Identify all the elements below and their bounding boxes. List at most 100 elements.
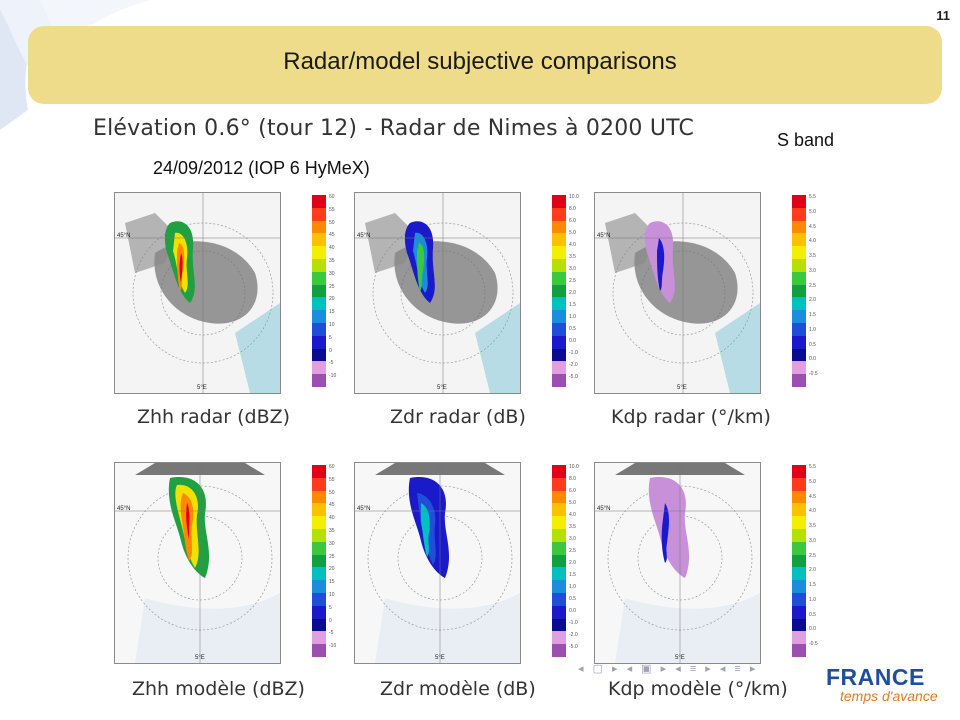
scale-cell (312, 541, 326, 555)
scale-tick-label: -5.0 (569, 644, 578, 650)
lat-label: 45°N (117, 233, 130, 239)
lat-label: 45°N (597, 233, 610, 239)
scale-cell (792, 310, 806, 323)
zdr-radar-map: 45°N 5°E (354, 192, 521, 394)
scale-cell (552, 348, 566, 362)
scale-cell (792, 618, 806, 632)
scale-cell (552, 284, 566, 298)
scale-cell (792, 605, 806, 619)
lon-label: 5°E (435, 655, 445, 661)
scale-cell (792, 258, 806, 272)
scale-tick-label: 1.0 (569, 314, 576, 320)
scale-tick-label: 0.5 (569, 326, 576, 332)
scale-tick-label: 2.0 (569, 290, 576, 296)
scale-cell (552, 233, 566, 247)
scale-cell (552, 322, 566, 336)
scale-tick-label: 4.5 (809, 223, 816, 230)
scale-tick-label: 15 (329, 309, 335, 316)
scale-tick-label: -0.5 (809, 641, 818, 648)
scale-cell (312, 516, 326, 529)
scale-cell (552, 195, 566, 208)
scale-cell (552, 528, 566, 542)
lon-label: 5°E (677, 385, 687, 391)
scale-cell (792, 233, 806, 247)
scale-tick-label: -5.0 (569, 374, 578, 380)
scale-cell (552, 618, 566, 632)
scale-cell (792, 554, 806, 568)
kdp-model-caption: Kdp modèle (°/km) (608, 678, 788, 700)
scale-cell (552, 516, 566, 529)
scale-cell (552, 580, 566, 593)
scale-cell (312, 195, 326, 208)
scale-tick-label: -1.0 (569, 350, 578, 356)
scale-tick-label: 20 (329, 296, 335, 303)
scale-tick-label: 0.0 (809, 356, 816, 363)
scale-cell (792, 246, 806, 259)
scale-tick-label: 0 (329, 617, 332, 624)
scale-tick-label: 3.5 (809, 253, 816, 260)
scale-cell (792, 631, 806, 645)
lon-label: 5°E (197, 385, 207, 391)
scale-cell (552, 631, 566, 645)
scale-tick-label: 40 (329, 515, 335, 522)
scale-cell (552, 477, 566, 491)
scale-tick-label: 60 (329, 464, 335, 470)
scale-tick-label: 3.0 (809, 537, 816, 544)
zdr-model-color-scale: 10.0 8.0 6.0 5.0 4.0 3.5 3.0 2.5 2.0 1.5 1.0 0.5 0.0… (552, 465, 579, 657)
scale-cell (792, 580, 806, 593)
scale-cell (552, 361, 566, 375)
scale-cell (312, 465, 326, 478)
zhh-radar-map: 45°N 5°E (114, 192, 281, 394)
scale-cell (312, 631, 326, 645)
kdp-radar-map: 45°N 5°E (594, 192, 761, 394)
scale-tick-label: 2.0 (569, 560, 576, 566)
lat-label: 45°N (117, 506, 130, 512)
scale-cell (312, 554, 326, 568)
slide-navigation[interactable]: ◂ ▢ ▸ ◂ ▣ ▸ ◂ ≡ ▸ ◂ ≡ ▸ (578, 663, 759, 675)
scale-cell (792, 644, 806, 657)
scale-tick-label: 0.5 (569, 596, 576, 602)
scale-tick-label: -5 (329, 630, 334, 637)
scale-cell (792, 592, 806, 606)
scale-cell (552, 592, 566, 606)
scale-tick-label: 35 (329, 528, 335, 534)
scale-tick-label: 2.5 (809, 282, 816, 289)
scale-tick-label: 3.5 (569, 524, 576, 530)
scale-tick-label: -2.0 (569, 632, 578, 638)
scale-cell (552, 490, 566, 504)
lon-label: 5°E (675, 655, 685, 661)
scale-cell (312, 284, 326, 298)
scale-cell (792, 271, 806, 285)
scale-tick-label: 55 (329, 206, 335, 213)
scale-tick-label: 0.0 (569, 338, 576, 344)
scale-cell (312, 618, 326, 632)
scale-tick-label: -5 (329, 360, 334, 367)
zdr-radar-caption: Zdr radar (dB) (390, 406, 526, 428)
scale-tick-label: -10 (329, 643, 337, 650)
scale-tick-label: 5 (329, 604, 332, 611)
scale-tick-label: 2.0 (809, 567, 816, 574)
scale-cell (552, 374, 566, 387)
zhh-model-map: 45°N 5°E (114, 462, 281, 664)
zhh-radar-color-scale: 60 55 50 45 40 35 30 25 20 15 10 5 0 -5 -10 (312, 195, 336, 387)
scale-tick-label: 50 (329, 489, 335, 496)
scale-tick-label: 0.5 (809, 611, 816, 618)
scale-tick-label: 3.0 (569, 266, 576, 272)
kdp-model-map: 45°N 5°E (594, 462, 761, 664)
scale-tick-label: -1.0 (569, 620, 578, 626)
zhh-model-caption: Zhh modèle (dBZ) (132, 678, 305, 700)
scale-tick-label: 1.5 (809, 312, 816, 319)
scale-tick-label: 0.5 (809, 341, 816, 348)
scale-tick-label: 60 (329, 194, 335, 200)
scale-cell (552, 271, 566, 285)
scale-cell (312, 271, 326, 285)
scale-cell (312, 220, 326, 234)
zdr-model-map: 45°N 5°E (354, 462, 521, 664)
scale-cell (552, 465, 566, 478)
scale-tick-label: 1.0 (809, 596, 816, 603)
scale-cell (312, 361, 326, 375)
scale-tick-label: 20 (329, 566, 335, 573)
scale-cell (312, 567, 326, 581)
kdp-model-color-scale: 5.5 5.0 4.5 4.0 3.5 3.0 2.5 2.0 1.5 1.0 0.5 0.0 -0.5 (792, 465, 818, 657)
scale-tick-label: 4.0 (569, 242, 576, 248)
